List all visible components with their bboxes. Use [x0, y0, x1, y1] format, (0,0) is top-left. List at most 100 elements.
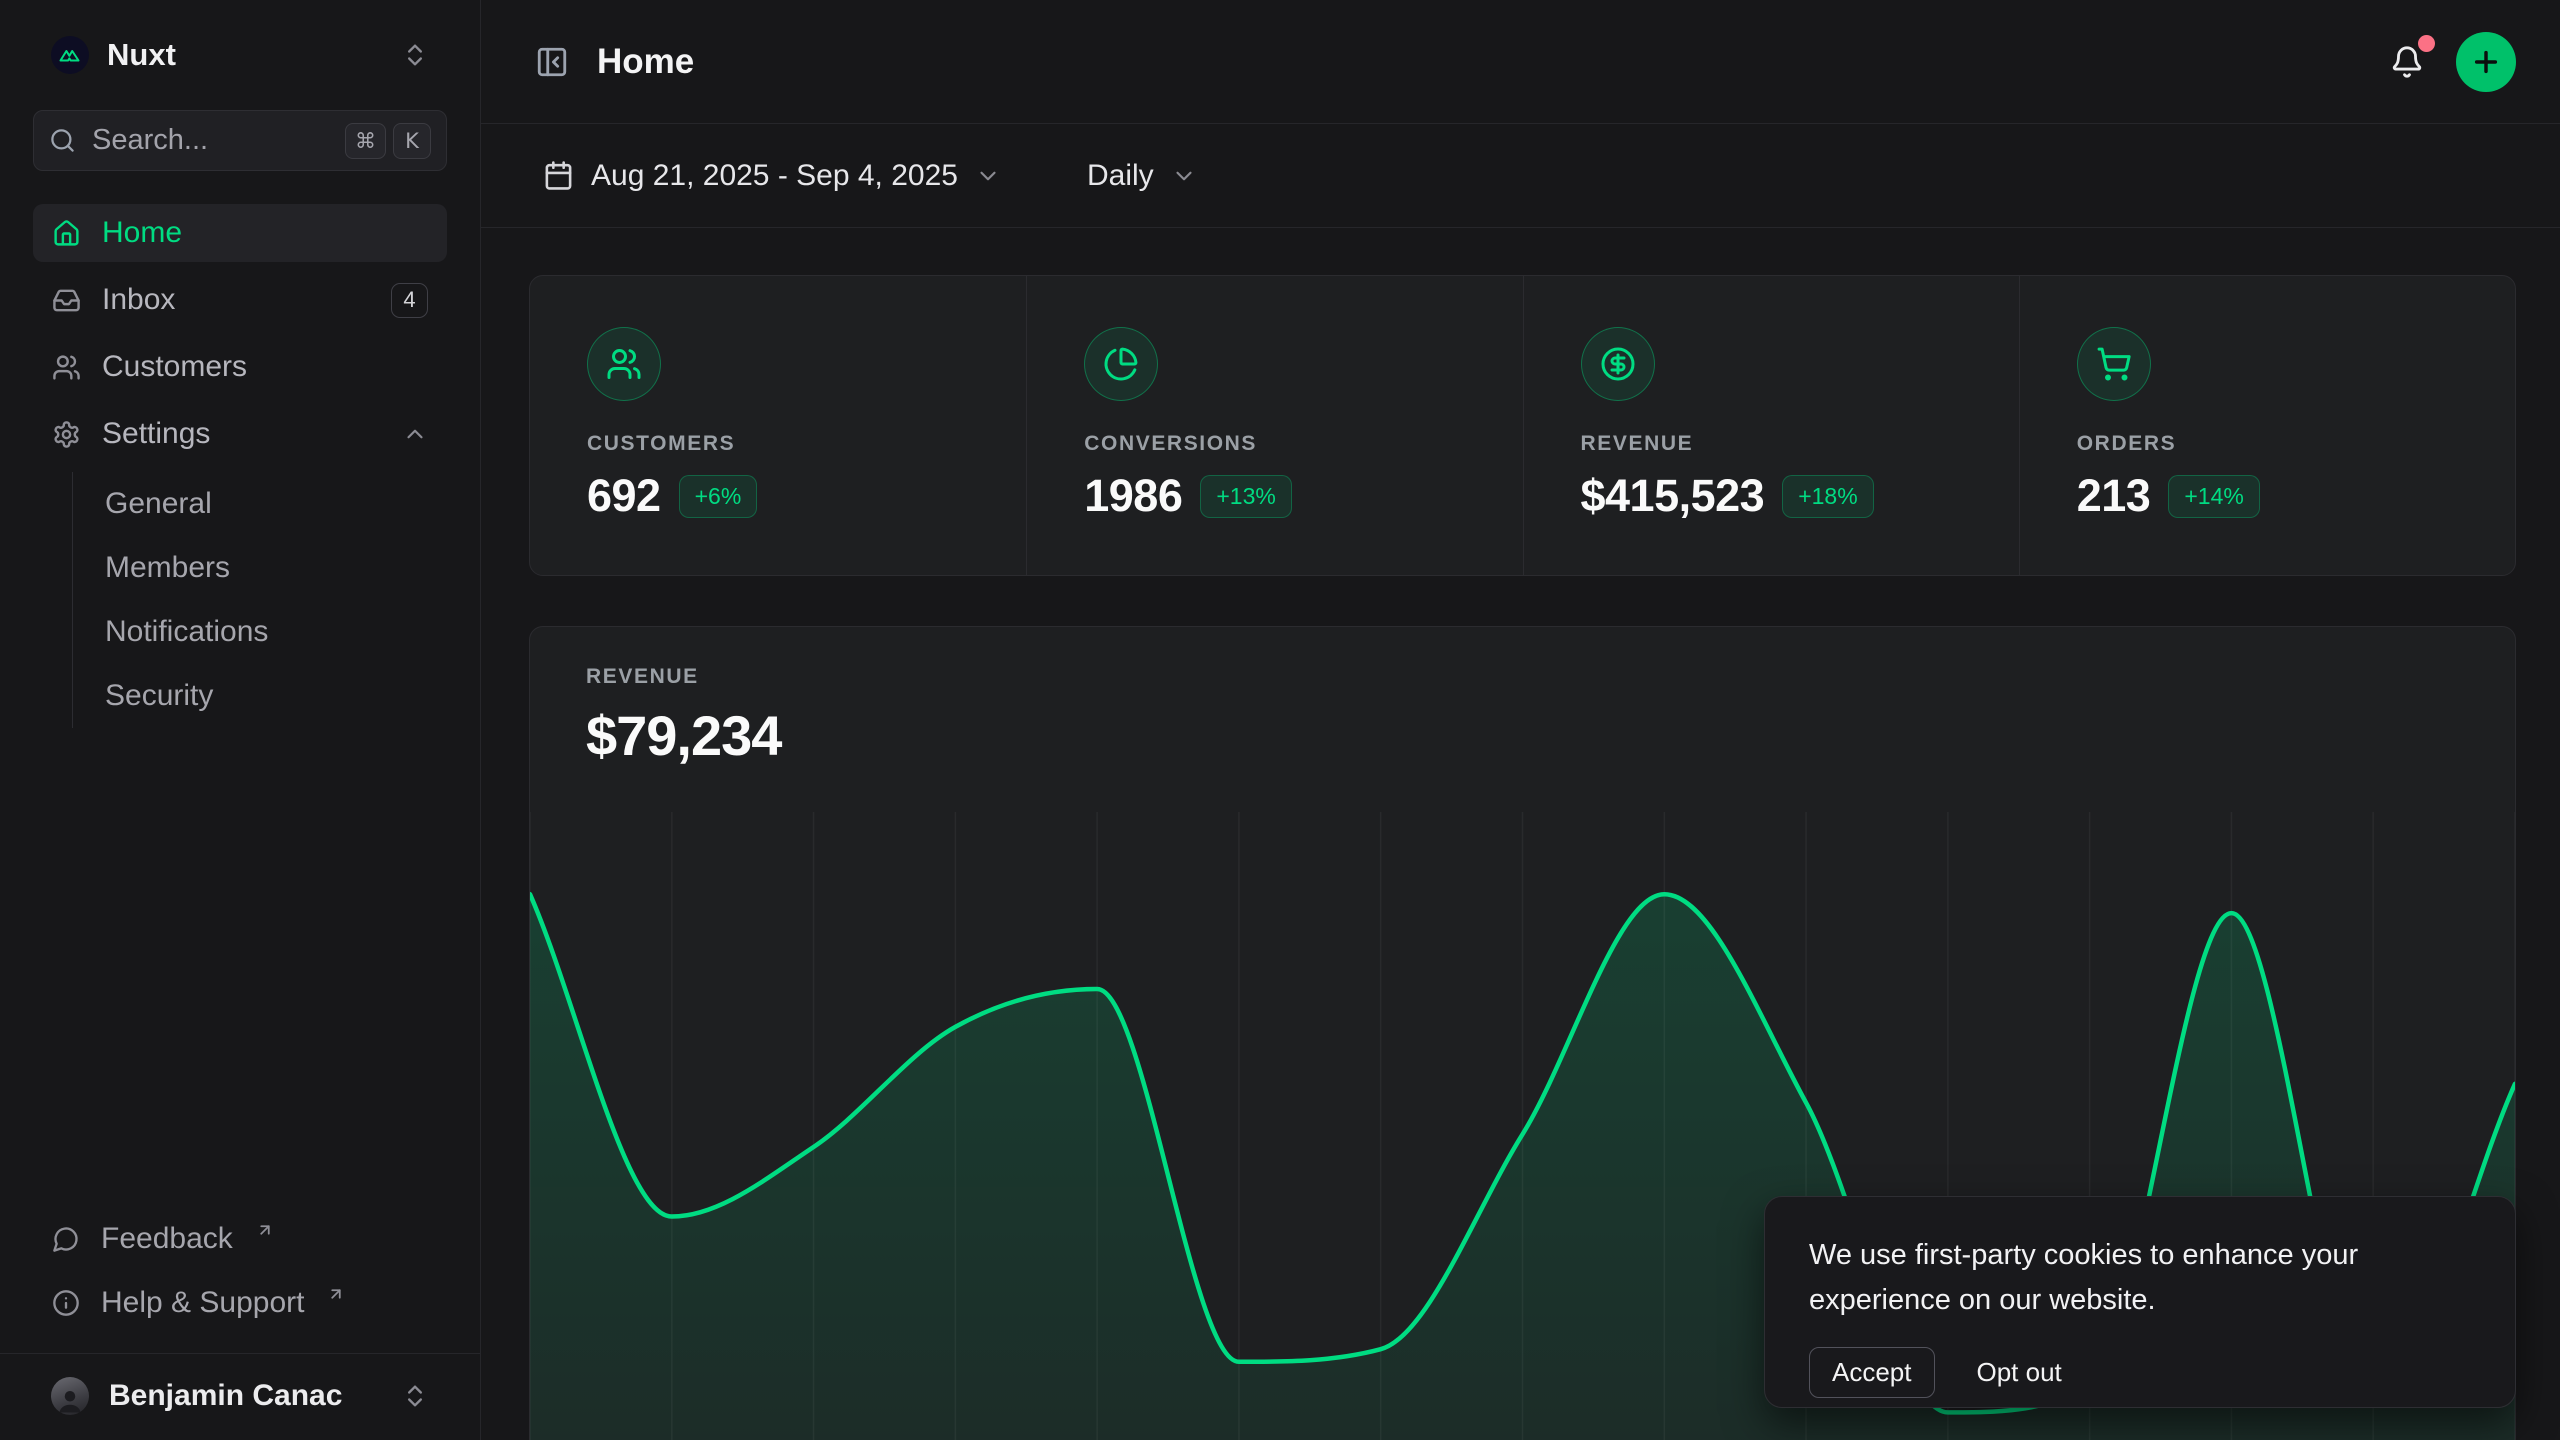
sidebar: Nuxt Search... ⌘ K Home [0, 0, 481, 1440]
chevrons-up-down-icon [401, 41, 429, 69]
filters-toolbar: Aug 21, 2025 - Sep 4, 2025 Daily [481, 124, 2560, 228]
page-title: Home [597, 41, 695, 81]
sub-item-label: General [105, 487, 212, 520]
notification-dot [2418, 34, 2435, 52]
header-actions [2384, 31, 2516, 92]
chevron-down-icon [975, 163, 1001, 189]
message-circle-icon [52, 1225, 80, 1253]
house-icon [52, 219, 81, 248]
add-button[interactable] [2456, 31, 2516, 92]
search-placeholder: Search... [92, 124, 209, 156]
stat-delta-badge: +13% [1200, 474, 1292, 518]
sidebar-secondary-links: Feedback Help & Support [33, 1211, 447, 1353]
stat-delta-badge: +18% [1782, 474, 1874, 518]
opt-out-button[interactable]: Opt out [1977, 1348, 2062, 1397]
stat-label: CUSTOMERS [587, 432, 736, 455]
chevron-down-icon [1171, 163, 1197, 189]
chevrons-up-down-icon [401, 1382, 429, 1410]
stat-value: 692 [587, 470, 661, 521]
revenue-chart-plot[interactable] [530, 812, 2515, 1440]
sidebar-item-label: Customers [102, 350, 248, 383]
revenue-chart-label: REVENUE [586, 665, 699, 688]
search-shortcut: ⌘ K [345, 122, 431, 159]
sub-item-label: Notifications [105, 615, 269, 648]
notifications-button[interactable] [2384, 34, 2435, 85]
sidebar-item-inbox[interactable]: Inbox 4 [33, 271, 447, 329]
team-name: Nuxt [107, 37, 176, 72]
search-icon [49, 127, 76, 154]
stat-delta-badge: +6% [678, 474, 758, 518]
stat-label: CONVERSIONS [1084, 432, 1258, 455]
sidebar-item-general[interactable]: General [105, 472, 447, 536]
help-support-link[interactable]: Help & Support [33, 1275, 447, 1331]
granularity-value: Daily [1086, 158, 1154, 192]
team-switcher[interactable]: Nuxt [33, 26, 447, 84]
settings-sub-list: General Members Notifications Security [72, 472, 447, 728]
sub-item-label: Security [105, 679, 214, 712]
sidebar-item-label: Inbox [102, 283, 176, 316]
info-circle-icon [52, 1289, 80, 1317]
side-link-label: Help & Support [101, 1286, 305, 1319]
calendar-icon [543, 160, 574, 191]
sidebar-item-label: Home [102, 216, 183, 249]
cookie-banner: We use first-party cookies to enhance yo… [1764, 1196, 2516, 1408]
stat-conversions[interactable]: CONVERSIONS 1986 +13% [1026, 276, 1522, 575]
inbox-count-badge: 4 [391, 282, 428, 318]
revenue-area-chart [530, 812, 2515, 1440]
stat-label: REVENUE [1580, 432, 1694, 455]
dollar-circle-icon [1580, 327, 1655, 401]
stats-card: CUSTOMERS 692 +6% CONVERSIONS 1986 +13% [529, 275, 2516, 576]
sidebar-item-notifications[interactable]: Notifications [105, 600, 447, 664]
stat-value: 1986 [1084, 470, 1183, 521]
stat-delta-badge: +14% [2168, 474, 2260, 518]
main-area: Home Aug 21, 2025 - Sep 4, 2025 [481, 0, 2560, 1440]
stat-orders[interactable]: ORDERS 213 +14% [2018, 276, 2515, 575]
sidebar-main: Nuxt Search... ⌘ K Home [0, 0, 480, 1353]
shopping-cart-icon [2076, 327, 2151, 401]
feedback-link[interactable]: Feedback [33, 1211, 447, 1267]
chevron-up-icon [402, 421, 428, 447]
external-link-arrow-icon [256, 1221, 274, 1239]
bell-icon [2390, 45, 2424, 79]
granularity-select[interactable]: Daily [1073, 149, 1211, 203]
sidebar-item-customers[interactable]: Customers [33, 338, 447, 396]
user-name: Benjamin Canac [109, 1379, 343, 1412]
inbox-icon [52, 286, 81, 315]
users-icon [52, 353, 81, 382]
sidebar-item-members[interactable]: Members [105, 536, 447, 600]
stat-value: 213 [2076, 470, 2151, 521]
accept-button[interactable]: Accept [1809, 1347, 1935, 1398]
revenue-chart-total: $79,234 [586, 704, 782, 767]
user-menu[interactable]: Benjamin Canac [33, 1369, 447, 1423]
kbd-meta: ⌘ [345, 122, 386, 159]
nuxt-logo-icon [51, 36, 89, 74]
date-range-value: Aug 21, 2025 - Sep 4, 2025 [591, 158, 958, 192]
avatar [51, 1377, 89, 1415]
stat-revenue[interactable]: REVENUE $415,523 +18% [1522, 276, 2019, 575]
date-range-picker[interactable]: Aug 21, 2025 - Sep 4, 2025 [529, 149, 1015, 203]
stat-label: ORDERS [2076, 432, 2177, 455]
panel-left-close-icon [535, 45, 569, 79]
cookie-message: We use first-party cookies to enhance yo… [1809, 1239, 2359, 1316]
cookie-actions: Accept Opt out [1809, 1347, 2471, 1398]
pie-chart-icon [1084, 327, 1159, 401]
sidebar-item-security[interactable]: Security [105, 664, 447, 728]
gear-icon [52, 420, 81, 449]
sidebar-nav: Home Inbox 4 Customers Settings [33, 204, 447, 728]
sub-item-label: Members [105, 551, 231, 584]
external-link-arrow-icon [327, 1285, 345, 1303]
stat-customers[interactable]: CUSTOMERS 692 +6% [530, 276, 1026, 575]
sidebar-item-home[interactable]: Home [33, 204, 447, 262]
search-input[interactable]: Search... ⌘ K [33, 110, 447, 171]
plus-icon [2470, 46, 2502, 78]
sidebar-footer: Benjamin Canac [0, 1353, 480, 1440]
sidebar-item-settings[interactable]: Settings [33, 405, 447, 463]
kbd-k: K [393, 122, 431, 159]
collapse-sidebar-button[interactable] [529, 39, 575, 85]
side-link-label: Feedback [101, 1222, 233, 1255]
revenue-chart-header: REVENUE $79,234 [530, 627, 2515, 768]
users-icon [587, 327, 661, 401]
sidebar-item-label: Settings [102, 417, 211, 450]
page-header: Home [481, 0, 2560, 124]
stat-value: $415,523 [1580, 470, 1765, 521]
